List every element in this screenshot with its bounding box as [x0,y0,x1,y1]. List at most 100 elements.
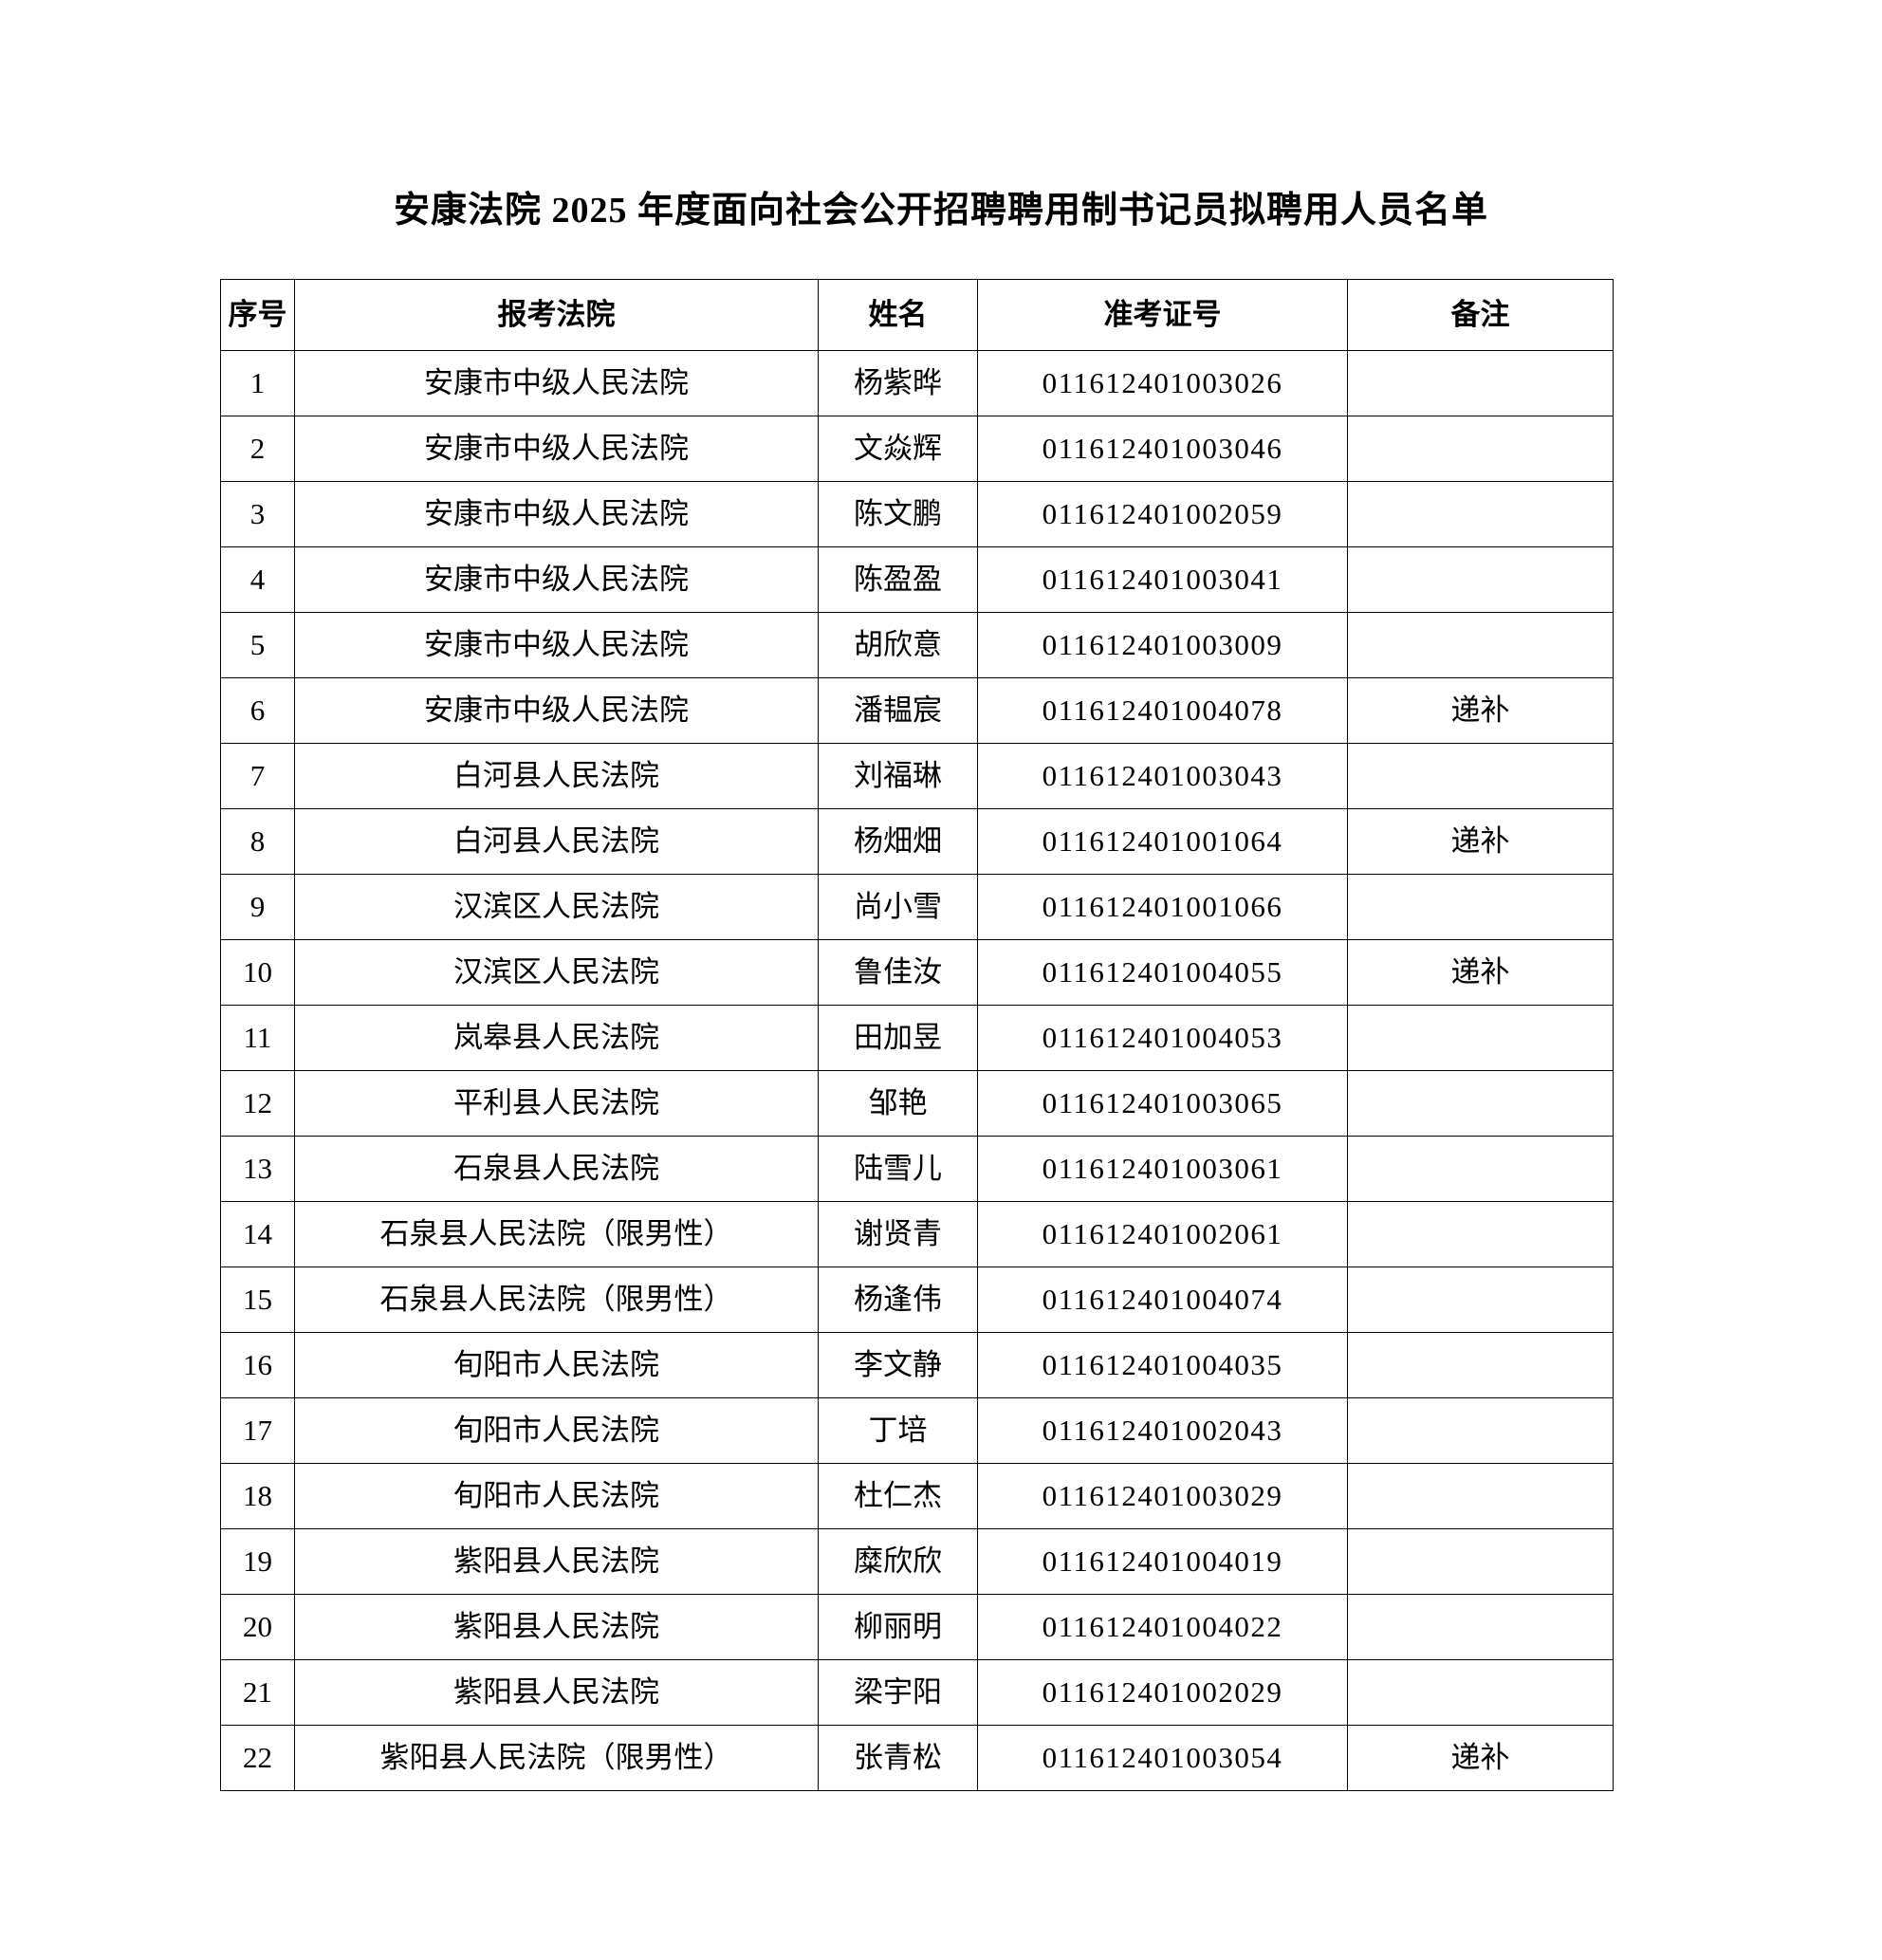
seq-cell: 4 [220,546,295,613]
table-row: 2 安康市中级人民法院 文焱辉 011612401003046 [220,416,1614,482]
ticket-cell: 011612401001066 [977,874,1348,940]
name-cell: 鲁佳汝 [818,939,978,1006]
seq-cell: 14 [220,1201,295,1267]
seq-cell: 2 [220,416,295,482]
header-court: 报考法院 [294,279,819,351]
table-row: 11 岚皋县人民法院 田加昱 011612401004053 [220,1005,1614,1071]
court-cell: 安康市中级人民法院 [294,677,819,744]
remark-cell: 递补 [1347,677,1614,744]
seq-cell: 16 [220,1332,295,1398]
name-cell: 陈盈盈 [818,546,978,613]
ticket-cell: 011612401003046 [977,416,1348,482]
remark-cell [1347,1332,1614,1398]
name-cell: 张青松 [818,1725,978,1791]
name-cell: 杜仁杰 [818,1463,978,1529]
table-row: 5 安康市中级人民法院 胡欣意 011612401003009 [220,612,1614,678]
table-header-row: 序号 报考法院 姓名 准考证号 备注 [220,279,1614,351]
ticket-cell: 011612401004035 [977,1332,1348,1398]
remark-cell [1347,1528,1614,1595]
seq-cell: 9 [220,874,295,940]
name-cell: 杨畑畑 [818,808,978,875]
table-row: 21 紫阳县人民法院 梁宇阳 011612401002029 [220,1659,1614,1726]
ticket-cell: 011612401002029 [977,1659,1348,1726]
ticket-cell: 011612401003041 [977,546,1348,613]
name-cell: 陈文鹏 [818,481,978,547]
court-cell: 汉滨区人民法院 [294,874,819,940]
seq-cell: 13 [220,1136,295,1202]
name-cell: 文焱辉 [818,416,978,482]
seq-cell: 20 [220,1594,295,1660]
table-row: 17 旬阳市人民法院 丁培 011612401002043 [220,1397,1614,1464]
remark-cell [1347,350,1614,416]
remark-cell [1347,1463,1614,1529]
name-cell: 尚小雪 [818,874,978,940]
seq-cell: 7 [220,743,295,809]
court-cell: 旬阳市人民法院 [294,1463,819,1529]
header-ticket: 准考证号 [977,279,1348,351]
remark-cell: 递补 [1347,808,1614,875]
name-cell: 陆雪儿 [818,1136,978,1202]
table-row: 1 安康市中级人民法院 杨紫晔 011612401003026 [220,350,1614,416]
header-remark: 备注 [1347,279,1614,351]
court-cell: 紫阳县人民法院 [294,1528,819,1595]
ticket-cell: 011612401004053 [977,1005,1348,1071]
court-cell: 石泉县人民法院（限男性） [294,1267,819,1333]
table-row: 15 石泉县人民法院（限男性） 杨逢伟 011612401004074 [220,1267,1614,1333]
court-cell: 旬阳市人民法院 [294,1332,819,1398]
remark-cell [1347,481,1614,547]
ticket-cell: 011612401004022 [977,1594,1348,1660]
header-name: 姓名 [818,279,978,351]
ticket-cell: 011612401003043 [977,743,1348,809]
remark-cell [1347,1070,1614,1137]
name-cell: 杨逢伟 [818,1267,978,1333]
name-cell: 邹艳 [818,1070,978,1137]
seq-cell: 8 [220,808,295,875]
seq-cell: 17 [220,1397,295,1464]
court-cell: 安康市中级人民法院 [294,546,819,613]
seq-cell: 22 [220,1725,295,1791]
ticket-cell: 011612401004074 [977,1267,1348,1333]
ticket-cell: 011612401002059 [977,481,1348,547]
table-row: 8 白河县人民法院 杨畑畑 011612401001064 递补 [220,808,1614,875]
seq-cell: 10 [220,939,295,1006]
ticket-cell: 011612401002061 [977,1201,1348,1267]
seq-cell: 18 [220,1463,295,1529]
seq-cell: 19 [220,1528,295,1595]
court-cell: 紫阳县人民法院 [294,1659,819,1726]
table-row: 4 安康市中级人民法院 陈盈盈 011612401003041 [220,546,1614,613]
name-cell: 谢贤青 [818,1201,978,1267]
remark-cell: 递补 [1347,1725,1614,1791]
remark-cell [1347,1005,1614,1071]
ticket-cell: 011612401003026 [977,350,1348,416]
ticket-cell: 011612401004019 [977,1528,1348,1595]
court-cell: 安康市中级人民法院 [294,350,819,416]
ticket-cell: 011612401003061 [977,1136,1348,1202]
table-row: 12 平利县人民法院 邹艳 011612401003065 [220,1070,1614,1137]
remark-cell [1347,1397,1614,1464]
court-cell: 白河县人民法院 [294,743,819,809]
court-cell: 安康市中级人民法院 [294,481,819,547]
name-cell: 田加昱 [818,1005,978,1071]
seq-cell: 21 [220,1659,295,1726]
table-row: 13 石泉县人民法院 陆雪儿 011612401003061 [220,1136,1614,1202]
name-cell: 梁宇阳 [818,1659,978,1726]
court-cell: 石泉县人民法院（限男性） [294,1201,819,1267]
name-cell: 丁培 [818,1397,978,1464]
remark-cell [1347,416,1614,482]
remark-cell [1347,612,1614,678]
ticket-cell: 011612401003009 [977,612,1348,678]
table-row: 14 石泉县人民法院（限男性） 谢贤青 011612401002061 [220,1201,1614,1267]
court-cell: 汉滨区人民法院 [294,939,819,1006]
remark-cell [1347,874,1614,940]
page-title: 安康法院 2025 年度面向社会公开招聘聘用制书记员拟聘用人员名单 [393,191,1488,231]
court-cell: 白河县人民法院 [294,808,819,875]
court-cell: 紫阳县人民法院 [294,1594,819,1660]
seq-cell: 5 [220,612,295,678]
ticket-cell: 011612401004055 [977,939,1348,1006]
table-row: 3 安康市中级人民法院 陈文鹏 011612401002059 [220,481,1614,547]
table-row: 20 紫阳县人民法院 柳丽明 011612401004022 [220,1594,1614,1660]
court-cell: 旬阳市人民法院 [294,1397,819,1464]
name-cell: 胡欣意 [818,612,978,678]
hiring-roster-table: 序号 报考法院 姓名 准考证号 备注 1 安康市中级人民法院 杨紫晔 01161240… [220,279,1614,1791]
